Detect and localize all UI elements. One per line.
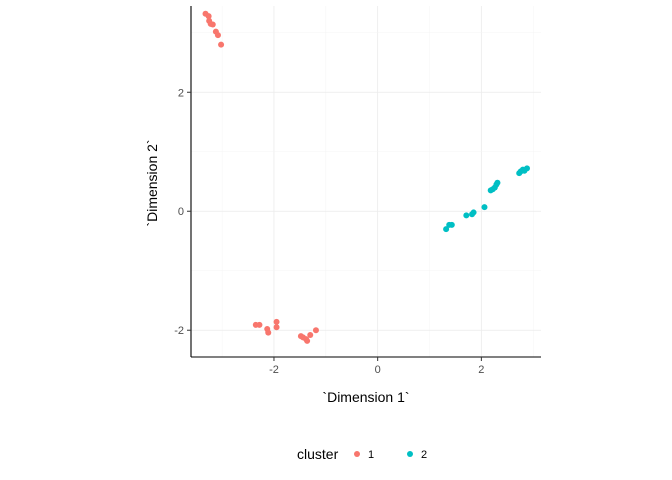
- data-point-cluster-2: [524, 165, 530, 172]
- data-point-cluster-1: [209, 21, 216, 28]
- data-point-cluster-1: [273, 324, 280, 331]
- data-point-cluster-1: [312, 327, 319, 334]
- y-axis-title: `Dimension 2`: [144, 139, 160, 226]
- data-point-cluster-1: [265, 329, 272, 336]
- x-axis-title: `Dimension 1`: [322, 389, 409, 405]
- y-tick-label: 2: [178, 87, 184, 99]
- data-point-cluster-1: [214, 32, 221, 39]
- data-point-cluster-1: [205, 13, 212, 20]
- data-point-cluster-1: [218, 41, 225, 48]
- legend-label-cluster-1: 1: [368, 449, 374, 461]
- data-point-cluster-2: [448, 221, 455, 228]
- data-point-cluster-2: [443, 226, 450, 233]
- axes: [190, 6, 541, 358]
- x-tick-label: -2: [269, 364, 279, 376]
- data-point-cluster-2: [470, 209, 477, 216]
- data-point-cluster-2: [463, 212, 470, 219]
- x-tick-label: 2: [478, 364, 484, 376]
- legend-label-cluster-2: 2: [421, 449, 427, 461]
- data-point-cluster-1: [256, 321, 263, 328]
- data-point-cluster-2: [494, 179, 501, 186]
- y-tick-label: -2: [174, 325, 184, 337]
- legend-title: cluster: [297, 446, 339, 462]
- legend-key-cluster-1: [354, 451, 360, 457]
- y-axis-ticks: -2 0 2: [174, 87, 191, 337]
- legend: cluster 1 2: [297, 446, 427, 462]
- data-point-cluster-1: [273, 318, 280, 325]
- legend-key-cluster-2: [407, 451, 413, 457]
- data-points: [202, 10, 530, 344]
- x-tick-label: 0: [375, 364, 381, 376]
- data-point-cluster-1: [307, 331, 314, 338]
- grid-lines: [191, 6, 541, 357]
- data-point-cluster-2: [481, 204, 488, 211]
- data-point-cluster-1: [304, 337, 311, 344]
- x-axis-ticks: -2 0 2: [269, 357, 484, 376]
- y-tick-label: 0: [178, 206, 184, 218]
